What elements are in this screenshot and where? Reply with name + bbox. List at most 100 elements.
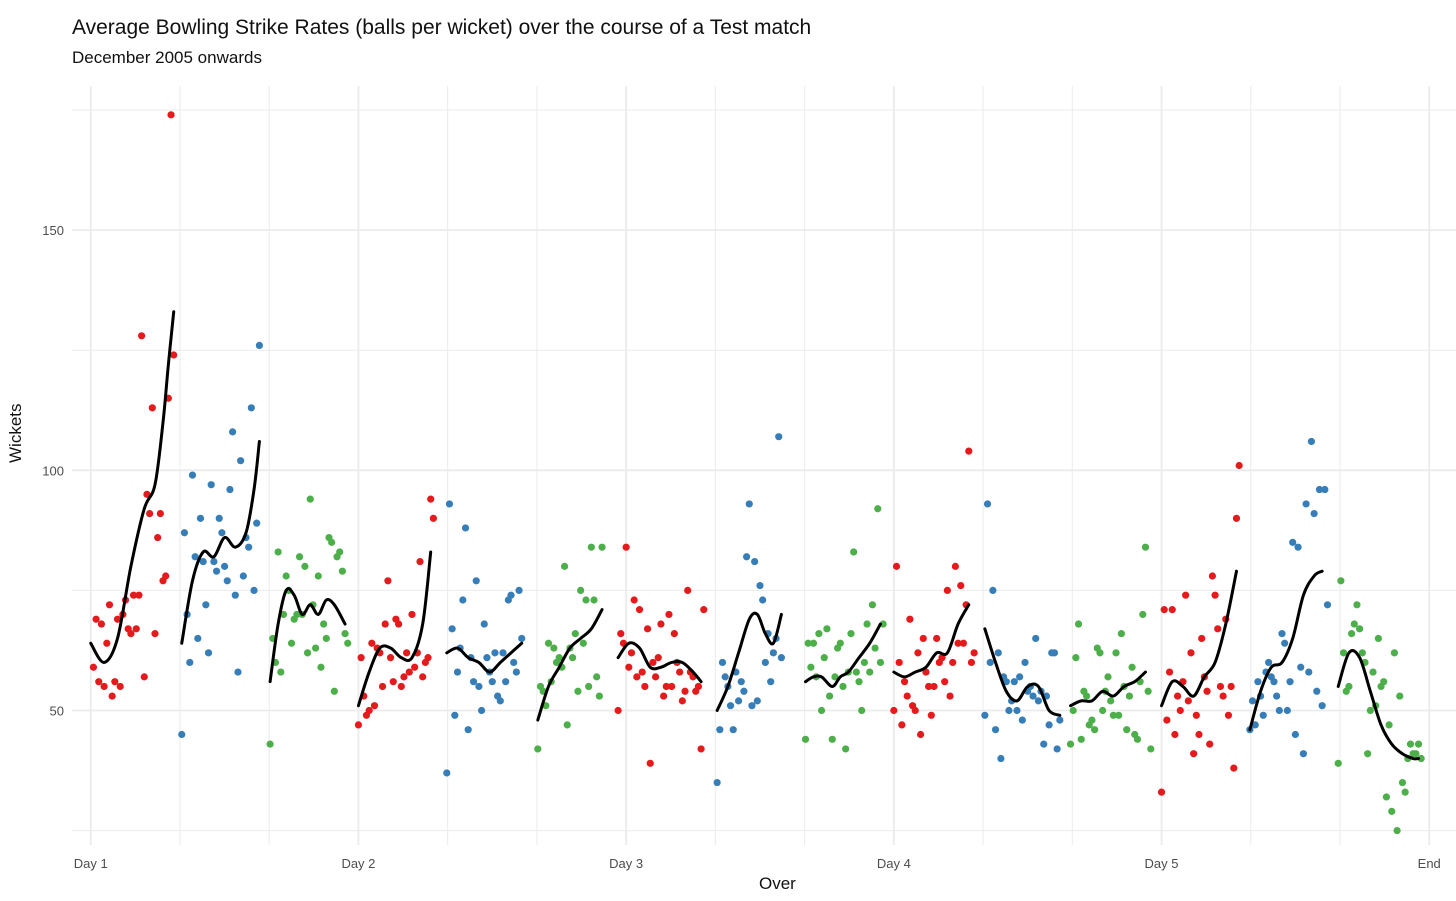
data-point <box>247 404 255 412</box>
smoothed-fit-line <box>89 310 176 664</box>
data-point <box>1190 750 1198 758</box>
data-point <box>751 557 759 566</box>
data-point <box>167 111 175 119</box>
data-point <box>314 572 322 580</box>
smoothed-fit-line <box>616 641 703 684</box>
data-point <box>113 615 122 623</box>
data-point <box>943 586 951 594</box>
data-point <box>734 697 743 705</box>
data-point <box>518 634 526 643</box>
data-point <box>627 649 636 657</box>
data-point <box>127 630 135 638</box>
data-point <box>1337 577 1345 585</box>
data-point <box>400 673 408 681</box>
data-point <box>716 726 724 734</box>
data-point <box>654 654 662 662</box>
data-point <box>1251 721 1259 729</box>
data-point <box>919 634 927 643</box>
data-point <box>1398 778 1407 787</box>
data-point <box>1366 706 1374 715</box>
data-point <box>668 682 676 691</box>
data-point <box>1214 625 1222 633</box>
data-point <box>1385 721 1393 729</box>
data-point <box>742 553 751 561</box>
data-point <box>836 639 844 647</box>
data-point <box>266 740 274 748</box>
data-point <box>1128 663 1136 671</box>
data-point <box>1117 630 1125 638</box>
data-point <box>293 610 301 619</box>
data-point <box>491 649 499 657</box>
data-point <box>480 620 488 628</box>
x-tick-label: Day 3 <box>609 856 643 871</box>
data-point <box>989 586 997 594</box>
data-point <box>775 433 783 441</box>
data-point <box>622 543 630 551</box>
data-point <box>1141 543 1150 551</box>
data-point <box>1109 711 1117 719</box>
data-point <box>295 553 304 561</box>
data-point <box>906 615 914 623</box>
data-point <box>237 457 245 465</box>
data-point <box>684 586 692 594</box>
data-point <box>443 769 451 777</box>
data-point <box>633 673 641 681</box>
data-point <box>282 572 290 580</box>
data-point <box>697 745 705 753</box>
data-point <box>900 678 909 686</box>
chart-subtitle: December 2005 onwards <box>72 48 262 67</box>
data-point <box>1176 706 1184 715</box>
data-point <box>1099 706 1107 715</box>
data-point <box>301 562 309 570</box>
data-point <box>135 591 143 599</box>
data-point <box>890 706 898 715</box>
data-point <box>1045 721 1053 729</box>
data-point <box>809 639 818 647</box>
data-point <box>317 663 325 671</box>
data-point <box>1016 673 1024 681</box>
data-point <box>1184 697 1192 705</box>
data-point <box>1259 711 1267 719</box>
data-point <box>1390 649 1399 657</box>
data-point <box>555 654 563 662</box>
data-point <box>801 735 810 743</box>
data-point <box>1310 509 1318 518</box>
data-point <box>162 572 170 580</box>
data-point <box>1029 692 1037 700</box>
grid <box>72 86 1456 845</box>
data-point <box>852 668 860 676</box>
data-point <box>767 678 775 686</box>
data-point <box>116 682 124 691</box>
smoothed-fit-line <box>180 439 261 645</box>
data-point <box>847 630 855 638</box>
data-point <box>903 692 911 700</box>
data-point <box>499 649 507 657</box>
data-point <box>858 706 866 715</box>
data-point <box>997 754 1005 763</box>
data-point <box>1401 788 1409 796</box>
data-point <box>1173 692 1182 700</box>
data-point <box>95 678 103 686</box>
data-point <box>756 581 764 590</box>
data-point <box>1187 649 1195 657</box>
data-point <box>544 639 553 647</box>
data-point <box>1224 711 1233 719</box>
data-point <box>1315 485 1324 494</box>
data-point <box>828 735 836 743</box>
data-point <box>1088 716 1096 724</box>
x-tick-label: Day 5 <box>1145 856 1179 871</box>
data-point <box>1323 601 1332 609</box>
tick-labels: 50 100 150 Day 1 Day 2 Day 3 Day 4 Day 5 End <box>42 223 1441 871</box>
data-point <box>577 586 585 594</box>
data-point <box>461 524 470 532</box>
data-point <box>927 711 935 719</box>
data-point <box>1163 716 1171 724</box>
data-point <box>1165 668 1174 676</box>
data-point <box>459 596 467 604</box>
data-point <box>1412 750 1420 758</box>
data-point <box>397 682 405 691</box>
data-point <box>753 697 761 705</box>
data-point <box>1283 706 1291 715</box>
data-point <box>1125 692 1134 700</box>
